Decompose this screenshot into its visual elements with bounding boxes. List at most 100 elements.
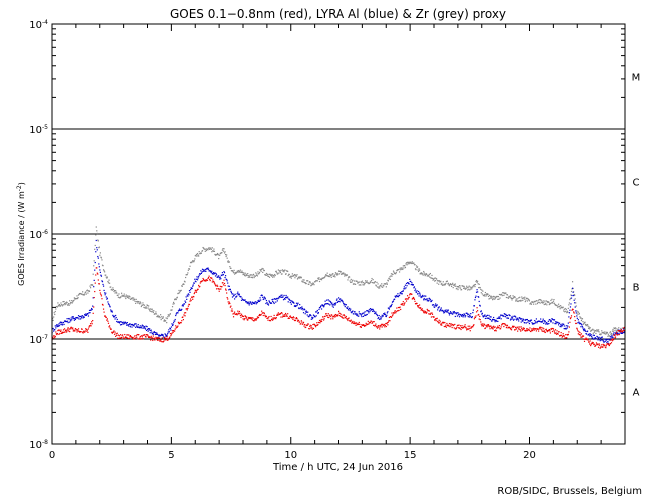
series-point [493, 325, 495, 327]
series-point [327, 302, 329, 305]
series-point [247, 318, 249, 320]
series-point [103, 270, 105, 272]
series-point [393, 271, 395, 273]
series-point [569, 309, 571, 311]
series-point [160, 339, 162, 341]
series-point [600, 333, 602, 335]
series-point [293, 305, 296, 307]
series-point [207, 277, 209, 280]
series-point [234, 298, 236, 300]
series-point [226, 296, 228, 299]
series-point [98, 263, 100, 265]
series-point [459, 285, 461, 287]
series-point [387, 311, 389, 313]
series-point [406, 285, 408, 287]
series-point [55, 327, 57, 329]
series-point [573, 311, 575, 313]
series-point [345, 315, 347, 318]
series-point [70, 320, 72, 322]
series-point [518, 320, 520, 322]
series-point [556, 304, 558, 307]
series-point [123, 294, 125, 297]
series-point [292, 316, 295, 318]
series-point [59, 304, 61, 306]
series-point [384, 326, 386, 328]
series-point [155, 311, 157, 313]
series-point [167, 331, 169, 333]
series-point [609, 343, 612, 345]
series-point [391, 301, 394, 303]
series-point [211, 247, 213, 249]
series-point [286, 297, 288, 299]
series-point [178, 292, 181, 294]
series-point [481, 289, 483, 291]
series-point [578, 321, 580, 323]
series-point [320, 305, 322, 307]
series-point [236, 270, 238, 272]
series-point [188, 268, 191, 270]
series-point [75, 297, 78, 300]
series-point [331, 274, 333, 276]
series-point [317, 324, 319, 326]
series-point [186, 298, 188, 300]
series-point [339, 314, 341, 317]
series-point [434, 304, 436, 307]
series-point [282, 296, 284, 298]
series-point [389, 278, 392, 281]
series-point [268, 300, 270, 302]
series-point [224, 253, 227, 256]
series-point [72, 330, 74, 332]
series-point [462, 316, 464, 318]
series-point [329, 300, 331, 303]
series-point [509, 327, 511, 329]
series-point [549, 303, 552, 305]
series-point [63, 302, 66, 305]
series-point [278, 297, 280, 299]
series-point [390, 316, 392, 318]
series-point [324, 300, 326, 302]
series-point [171, 323, 173, 325]
series-point [408, 283, 410, 285]
series-point [239, 271, 241, 273]
series-point [549, 320, 552, 322]
series-point [132, 297, 135, 299]
series-point [187, 293, 189, 295]
series-point [463, 314, 465, 317]
series-point [60, 324, 62, 326]
series-point [414, 288, 417, 290]
series-point [337, 300, 339, 302]
series-point [125, 297, 127, 300]
series-point [375, 285, 378, 287]
series-point [178, 308, 181, 310]
series-point [94, 248, 96, 250]
series-point [387, 321, 389, 323]
series-point [480, 288, 482, 291]
series-point [312, 323, 314, 326]
series-point [366, 280, 368, 282]
series-point [195, 291, 198, 293]
series-point [434, 306, 436, 308]
series-point [374, 281, 376, 283]
series-point [69, 330, 71, 333]
series-point [377, 326, 379, 328]
series-point [388, 320, 390, 322]
series-point [571, 294, 573, 297]
series-point [127, 337, 129, 340]
series-point [55, 333, 57, 335]
series-point [57, 304, 60, 306]
series-point [118, 335, 121, 337]
series-point [69, 328, 71, 330]
series-point [493, 316, 495, 319]
series-point [556, 332, 559, 335]
series-point [85, 313, 87, 315]
series-point [128, 297, 130, 299]
series-point [478, 296, 480, 298]
series-point [257, 300, 260, 303]
series-point [576, 310, 578, 312]
series-point [202, 270, 204, 272]
series-point [91, 284, 93, 286]
series-point [560, 305, 562, 307]
series-point [389, 320, 391, 322]
series-point [257, 271, 259, 273]
series-point [273, 302, 275, 305]
